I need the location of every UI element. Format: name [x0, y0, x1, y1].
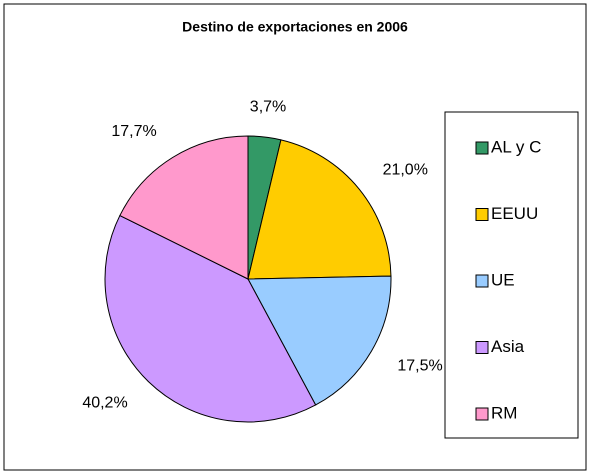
data-label: 17,5%	[397, 358, 442, 375]
legend-swatch	[475, 274, 489, 288]
legend-label: UE	[491, 270, 515, 289]
legend-label: Asia	[491, 337, 525, 356]
data-label: 17,7%	[111, 123, 156, 140]
legend-swatch	[475, 407, 489, 421]
pie-slice	[119, 135, 249, 280]
legend-label: EEUU	[491, 204, 538, 223]
data-label: 21,0%	[383, 162, 428, 179]
pie-slice	[247, 139, 392, 280]
legend-swatch	[475, 341, 489, 354]
legend-swatch	[475, 208, 489, 221]
legend-label: AL y C	[491, 137, 541, 156]
data-label: 40,2%	[82, 395, 127, 412]
legend-box	[444, 111, 579, 439]
pie-slice	[104, 214, 317, 423]
chart-title: Destino de exportaciones en 2006	[182, 19, 408, 35]
pie-slice	[247, 275, 392, 406]
legend-swatch	[475, 141, 489, 155]
legend-label: RM	[491, 403, 517, 422]
data-label: 3,7%	[250, 98, 286, 115]
